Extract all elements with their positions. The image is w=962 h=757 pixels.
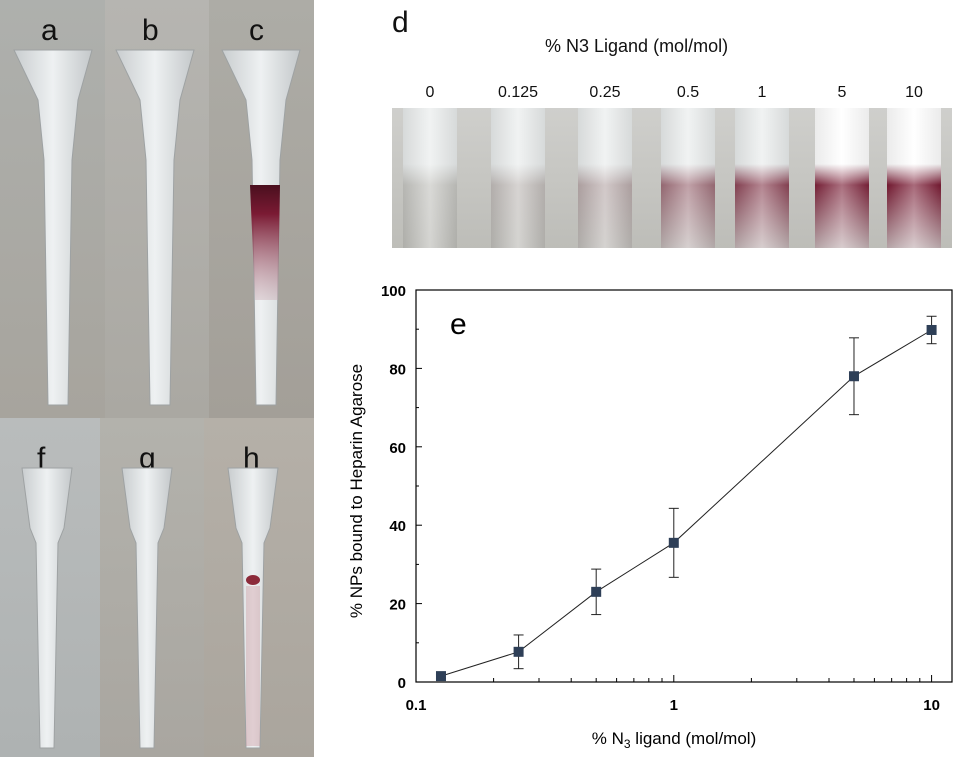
data-point: [668, 537, 679, 548]
plot-frame: [415, 289, 953, 683]
panel-letter-g: g: [139, 442, 156, 475]
data-point: [513, 646, 524, 657]
panel-d-title: % N3 Ligand (mol/mol): [545, 36, 729, 56]
ligand-tube: [403, 108, 457, 248]
panel-letter-d: d: [392, 6, 409, 39]
panel-d-label: 0.125: [497, 84, 539, 101]
tube-b: [115, 49, 195, 406]
tube-c: [221, 49, 301, 406]
y-tick-label: 40: [389, 518, 406, 535]
y-tick-label: 0: [398, 675, 406, 692]
panel-d-label: 1: [757, 84, 767, 101]
panel-letter-c: c: [249, 14, 264, 47]
panel-letter-e: e: [450, 308, 467, 341]
y-tick-label: 100: [381, 283, 406, 300]
tube-h: [227, 467, 279, 749]
data-point: [435, 671, 446, 682]
ligand-tube: [578, 108, 632, 248]
y-axis-label: % NPs bound to Heparin Agarose: [347, 364, 366, 618]
ligand-tube: [815, 108, 869, 248]
panel-d-label: 0.25: [589, 84, 621, 101]
tube-g: [121, 467, 173, 749]
data-point: [926, 324, 937, 335]
data-point: [848, 371, 859, 382]
tube-a: [13, 49, 93, 406]
y-tick-label: 60: [389, 440, 406, 457]
panel-letter-a: a: [41, 14, 58, 47]
photo-panel-ligand-series: [392, 108, 952, 248]
panel-d-label: 0: [425, 84, 435, 101]
panel-d-label: 10: [905, 84, 923, 101]
x-tick-label: 1: [670, 697, 678, 714]
ligand-tube: [491, 108, 545, 248]
ligand-tube: [661, 108, 715, 248]
x-tick-label: 0.1: [406, 697, 427, 714]
ligand-tube: [887, 108, 941, 248]
photo-panel-tubes-top: a b c: [0, 0, 314, 418]
tubes-top-drawing: [13, 49, 301, 406]
y-tick-label: 80: [389, 361, 406, 378]
y-tick-label: 20: [389, 597, 406, 614]
photo-panel-tubes-bottom: f g h: [0, 418, 314, 757]
panel-d-label: 5: [837, 84, 847, 101]
panel-letter-f: f: [37, 442, 46, 475]
x-tick-label: 10: [923, 697, 940, 714]
series-line: [440, 329, 932, 677]
tube-f: [21, 467, 73, 749]
ligand-tube: [735, 108, 789, 248]
panel-letter-h: h: [243, 442, 260, 475]
x-axis-label: % N3 ligand (mol/mol): [592, 729, 756, 751]
data-point: [591, 586, 602, 597]
panel-letter-b: b: [142, 14, 159, 47]
tubes-bottom-drawing: [21, 467, 279, 749]
panel-d-label: 0.5: [676, 84, 700, 101]
